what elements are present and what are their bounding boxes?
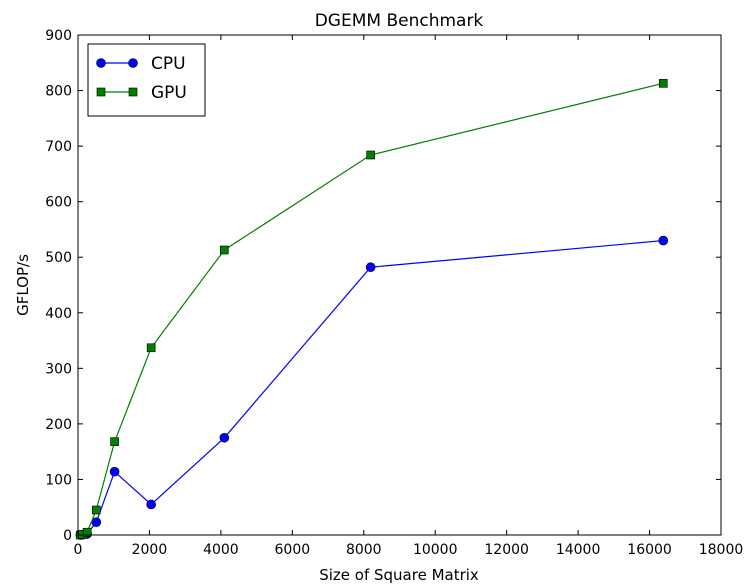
legend-box [87,43,206,117]
data-point-gpu [220,245,229,255]
legend-marker-gpu [128,87,138,97]
chart-title: DGEMM Benchmark [315,11,484,31]
y-axis-label: GFLOP/s [14,254,32,316]
x-tick-label: 0 [74,542,83,558]
x-tick-label: 10000 [413,542,458,558]
data-point-cpu [219,432,230,443]
legend-label-gpu: GPU [151,83,187,103]
y-tick-label: 0 [63,528,72,544]
legend-marker-cpu [128,58,138,68]
data-point-gpu [82,527,92,537]
legend-marker-cpu [96,58,106,68]
x-tick-label: 2000 [132,542,168,558]
legend: CPU GPU [87,43,206,117]
plot-area-frame [77,34,722,536]
data-point-cpu [365,262,376,273]
data-point-gpu [146,343,156,353]
y-tick-label: 200 [45,417,72,433]
x-tick-label: 4000 [203,542,239,558]
y-tick-label: 900 [45,28,72,44]
y-tick-label: 800 [45,84,72,100]
data-point-cpu [658,235,669,246]
x-tick-label: 14000 [556,542,601,558]
x-tick-label: 18000 [699,542,744,558]
x-tick-label: 8000 [346,542,382,558]
data-point-gpu [91,505,101,515]
data-point-gpu [658,79,668,88]
y-tick-label: 100 [45,472,72,488]
data-point-gpu [110,437,119,446]
x-tick-label: 12000 [484,542,529,558]
data-point-cpu [109,466,120,477]
y-tick-label: 600 [45,195,72,211]
x-axis-label: Size of Square Matrix [319,566,479,584]
legend-marker-gpu [96,87,106,97]
data-point-cpu [146,499,156,510]
x-tick-label: 16000 [627,542,672,558]
y-tick-label: 400 [45,306,72,322]
legend-label-cpu: CPU [151,54,186,74]
y-tick-label: 300 [45,361,72,377]
x-tick-label: 6000 [275,542,311,558]
y-tick-label: 700 [45,139,72,155]
data-point-gpu [366,150,375,160]
y-tick-label: 500 [45,250,72,266]
